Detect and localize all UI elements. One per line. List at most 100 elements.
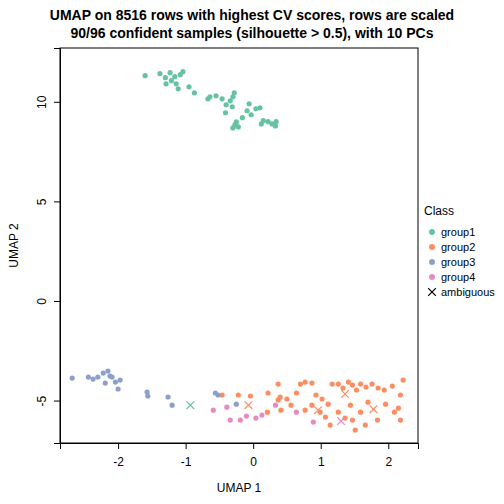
point <box>186 84 191 89</box>
point <box>288 403 293 408</box>
subtitle: 90/96 confident samples (silhouette > 0.… <box>71 25 434 41</box>
x-tick: 2 <box>385 443 392 469</box>
point <box>376 385 381 390</box>
point <box>109 374 114 379</box>
point <box>294 390 299 395</box>
point <box>363 384 368 389</box>
point <box>375 417 380 422</box>
point <box>336 381 341 386</box>
point <box>224 405 229 410</box>
point <box>336 410 341 415</box>
point <box>105 368 110 373</box>
point <box>115 386 120 391</box>
point <box>230 94 235 99</box>
y-tick-label: -5 <box>35 395 49 406</box>
y-tick-mark <box>54 201 60 202</box>
x-tick-mark <box>321 443 322 449</box>
point <box>313 392 318 397</box>
point <box>211 408 216 413</box>
x-tick-label: 2 <box>385 455 392 469</box>
point <box>259 413 264 418</box>
point <box>273 123 278 128</box>
point <box>337 417 345 425</box>
x-axis-line <box>61 444 419 450</box>
x-tick-mark <box>118 443 119 449</box>
y-tick: 10 <box>35 95 60 109</box>
point <box>392 410 397 415</box>
y-tick-mark <box>54 401 60 402</box>
point <box>95 374 100 379</box>
point <box>358 381 363 386</box>
y-tick: 5 <box>35 198 60 205</box>
point <box>247 101 252 106</box>
point <box>303 408 308 413</box>
point <box>224 102 229 107</box>
point <box>341 390 349 398</box>
point <box>350 417 355 422</box>
point <box>145 393 150 398</box>
plot-frame <box>60 48 418 443</box>
x-tick-label: -1 <box>181 455 192 469</box>
point <box>230 125 235 130</box>
point <box>323 415 328 420</box>
legend: Classgroup1group2group3group4ambiguous <box>424 204 495 298</box>
point <box>265 410 270 415</box>
x-tick: 1 <box>318 443 325 469</box>
point <box>369 381 374 386</box>
legend-marker <box>429 274 435 280</box>
x-tick-mark <box>388 443 389 449</box>
point <box>311 419 316 424</box>
point <box>253 416 258 421</box>
point <box>265 390 270 395</box>
point <box>245 108 250 113</box>
point <box>314 406 322 414</box>
point <box>401 377 406 382</box>
y-axis-line <box>54 49 61 444</box>
y-axis-title: UMAP 2 <box>7 223 21 268</box>
point <box>90 376 95 381</box>
y-tick-label: 0 <box>35 298 49 305</box>
point <box>238 417 243 422</box>
point <box>340 385 345 390</box>
point <box>257 105 262 110</box>
point <box>113 379 118 384</box>
y-tick: -5 <box>35 395 60 406</box>
legend-label: group4 <box>441 271 475 283</box>
x-axis: -2-1012 <box>61 443 419 469</box>
point <box>244 414 249 419</box>
y-axis: -5 0 5 10 <box>35 49 61 444</box>
point <box>319 396 324 401</box>
point <box>236 124 241 129</box>
point <box>86 374 91 379</box>
point <box>118 377 123 382</box>
point <box>236 392 241 397</box>
point <box>276 397 281 402</box>
legend-label: group3 <box>441 256 475 268</box>
point <box>365 400 370 405</box>
point <box>205 96 210 101</box>
point <box>328 422 333 427</box>
y-tick-label: 10 <box>35 95 49 109</box>
point <box>294 410 299 415</box>
legend-label: group1 <box>441 226 475 238</box>
point <box>350 382 355 387</box>
point <box>163 81 168 86</box>
point <box>276 381 281 386</box>
point <box>348 403 353 408</box>
point <box>157 71 162 76</box>
point <box>245 401 253 409</box>
point <box>303 379 308 384</box>
x-tick-mark <box>186 443 187 449</box>
point <box>187 401 195 409</box>
point <box>103 380 108 385</box>
point <box>165 394 170 399</box>
point <box>298 381 303 386</box>
y-tick-mark <box>54 102 60 103</box>
point <box>163 75 168 80</box>
point <box>248 393 253 398</box>
point <box>170 403 175 408</box>
point <box>278 408 283 413</box>
point <box>143 73 148 78</box>
legend-marker <box>428 288 436 296</box>
point <box>240 115 245 120</box>
